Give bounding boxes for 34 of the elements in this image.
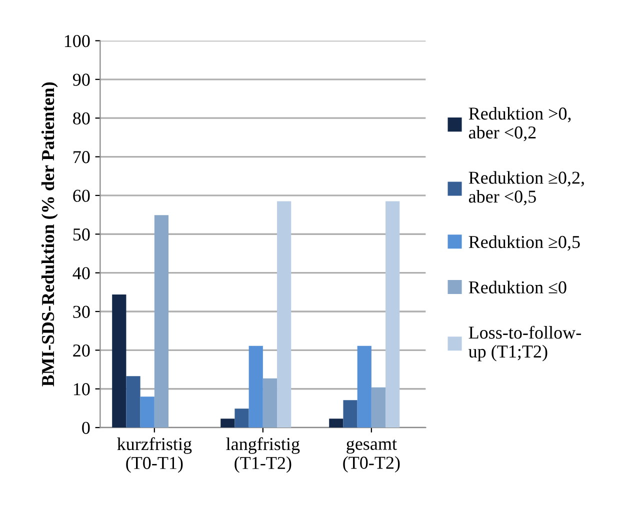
y-tick-label: 10 — [74, 383, 90, 396]
bar — [248, 346, 263, 428]
y-axis-title: BMI-SDS-Reduktion (% der Patienten) — [41, 82, 58, 386]
bar — [371, 387, 386, 428]
y-tick-label: 40 — [72, 267, 90, 280]
legend-label: Reduktion ≤0 — [468, 280, 566, 294]
bar — [140, 396, 154, 428]
bar — [343, 400, 358, 428]
bar — [386, 201, 400, 428]
y-tick-label: 50 — [73, 228, 90, 241]
bar — [262, 378, 278, 428]
bar — [277, 201, 292, 428]
bar — [154, 215, 169, 428]
x-tick-label: langfristig (T1-T2) — [226, 437, 300, 473]
y-tick-label: 30 — [73, 306, 90, 318]
x-tick-label: gesamt (T0-T2) — [343, 440, 400, 473]
legend-label: Loss-to-follow- up (T1;T2) — [468, 326, 581, 362]
bar — [112, 294, 126, 428]
bar — [126, 376, 140, 428]
legend-label: Reduktion ≥0,2, aber <0,5 — [468, 171, 584, 206]
y-tick-label: 70 — [74, 151, 90, 164]
bar — [357, 346, 372, 428]
legend-label: Reduktion >0, aber <0,2 — [468, 106, 571, 142]
y-tick-label: 60 — [73, 190, 90, 202]
bar — [220, 418, 235, 428]
y-tick-label: 90 — [72, 74, 90, 86]
x-tick-label: kurzfristig (T0-T1) — [117, 437, 192, 473]
legend-label: Reduktion ≥0,5 — [468, 235, 580, 251]
bar — [329, 418, 344, 428]
y-tick-label: 80 — [73, 112, 90, 125]
bar — [234, 408, 249, 428]
y-tick-label: 20 — [73, 344, 90, 357]
y-tick-label: 100 — [64, 34, 90, 48]
y-tick-label: 0 — [82, 422, 90, 434]
